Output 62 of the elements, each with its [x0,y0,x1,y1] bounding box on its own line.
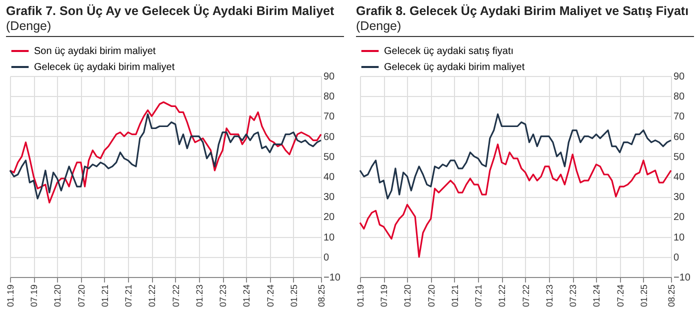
x-tick-label: 07.21 [124,284,134,308]
y-tick-label: 40 [324,172,336,183]
y-tick-label: 0 [674,252,680,264]
x-tick-label: 01.25 [288,284,299,308]
line-series [359,113,672,200]
y-tick-label: 60 [324,132,336,143]
x-tick-label: 01.22 [147,284,158,308]
y-tick-label: 20 [324,212,336,224]
x-tick-label: 01.24 [242,284,252,308]
chart-subtitle: (Denge) [6,19,52,33]
x-tick-label: 07.19 [379,284,390,308]
x-tick-label: 08.25 [666,284,676,308]
y-tick-label: 30 [674,192,686,204]
x-tick-label: 01.19 [6,284,16,308]
x-tick-label: 01.21 [450,284,460,308]
x-tick-label: 07.23 [568,284,578,308]
y-tick-label: 10 [324,232,336,244]
y-tick-label: 90 [324,72,336,82]
chart-subtitle: (Denge) [356,19,402,33]
y-tick-label: 70 [324,112,336,123]
x-tick-label: 01.22 [497,284,508,308]
x-tick-label: 08.25 [316,284,326,308]
y-tick-label: 20 [674,212,686,224]
x-tick-label: 07.20 [426,284,436,308]
y-tick-label: 30 [324,192,336,204]
legend-label: Gelecek üç aydaki satış fiyatı [384,46,514,57]
line-series [9,113,322,200]
x-tick-label: 01.25 [638,284,649,308]
chart-title: Grafik 7. Son Üç Ay ve Gelecek Üç Aydaki Birim Maliyet [6,4,334,18]
x-tick-label: 07.19 [29,284,40,308]
line-series [359,144,672,258]
y-tick-label: 80 [324,92,336,103]
x-tick-label: 07.22 [520,284,531,308]
legend-label: Gelecek üç aydaki birim maliyet [384,62,525,73]
x-tick-label: 01.20 [402,284,413,308]
y-tick-label: 80 [674,92,686,103]
y-tick-label: 40 [674,172,686,183]
x-tick-label: 01.23 [544,284,554,308]
x-tick-label: 07.24 [615,284,626,308]
y-tick-label: 50 [324,152,336,163]
legend-label: Son üç aydaki birim maliyet [34,46,156,57]
legend-label: Gelecek üç aydaki birim maliyet [34,62,175,73]
x-tick-label: 07.23 [218,284,228,308]
x-tick-label: 01.24 [592,284,602,308]
line-series [9,101,322,204]
x-tick-label: 01.21 [100,284,110,308]
x-tick-label: 01.19 [356,284,366,308]
y-tick-label: 10 [674,232,686,244]
y-tick-label: −10 [324,272,341,284]
y-tick-label: 50 [674,152,686,163]
y-tick-label: 60 [674,132,686,143]
x-tick-label: 07.21 [474,284,484,308]
x-tick-label: 07.20 [76,284,86,308]
x-tick-label: 01.20 [52,284,63,308]
chart-title: Grafik 8. Gelecek Üç Aydaki Birim Maliyet ve Satış Fiyatı [356,4,689,18]
x-tick-label: 01.23 [194,284,204,308]
x-tick-label: 07.24 [265,284,276,308]
y-tick-label: 0 [324,252,330,264]
y-tick-label: 90 [674,72,686,82]
x-tick-label: 07.22 [170,284,181,308]
y-tick-label: −10 [674,272,691,284]
y-tick-label: 70 [674,112,686,123]
